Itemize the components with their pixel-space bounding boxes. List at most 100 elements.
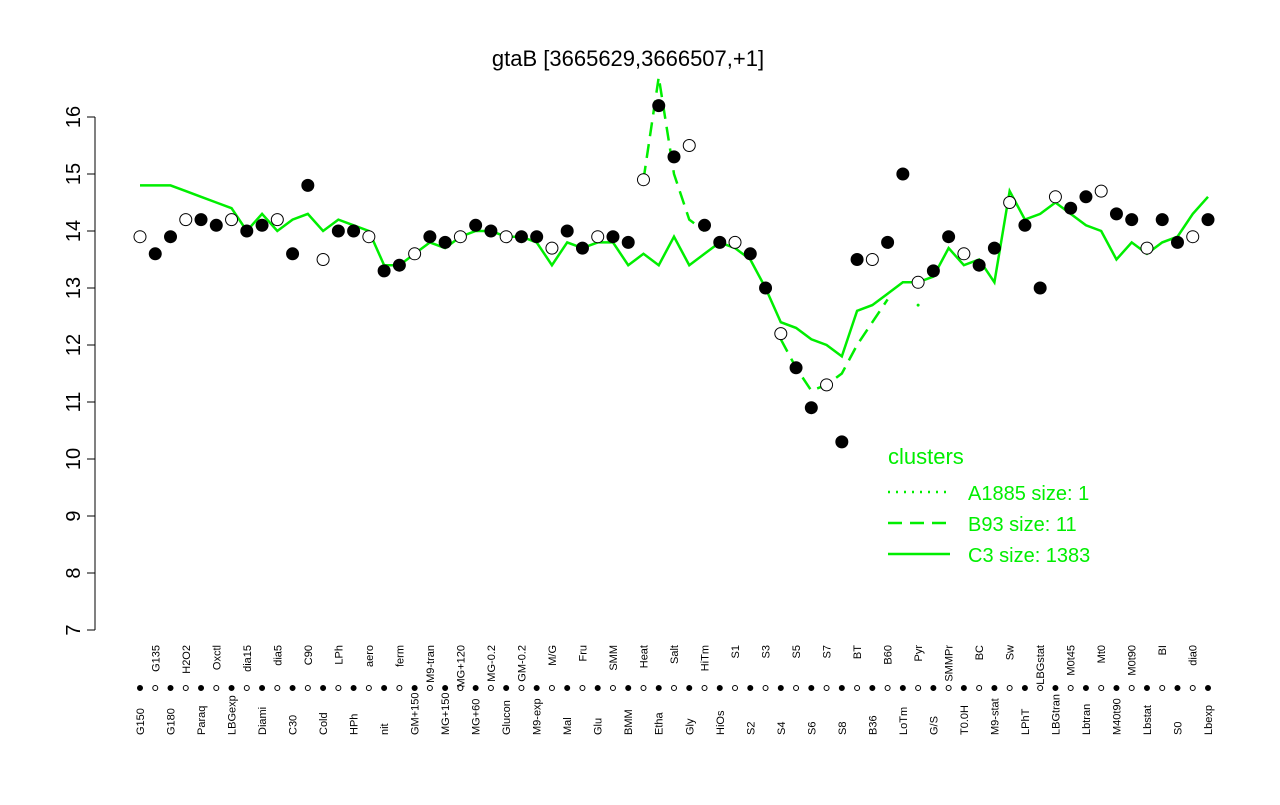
x-tick-label: nit bbox=[379, 723, 391, 735]
tick-dot bbox=[274, 685, 281, 691]
x-tick-label: Gly bbox=[684, 718, 696, 735]
tick-dot bbox=[243, 685, 250, 691]
tick-dot bbox=[869, 685, 876, 691]
x-tick-label: MG+60 bbox=[471, 699, 483, 735]
x-tick-label: LBGtran bbox=[1050, 694, 1062, 735]
chart-title: gtaB [3665629,3666507,+1] bbox=[492, 46, 764, 71]
x-tick-label: Diami bbox=[257, 707, 269, 735]
x-tick-label: GM+150 bbox=[410, 693, 422, 736]
data-point bbox=[606, 230, 620, 244]
tick-dot bbox=[167, 685, 174, 691]
x-tick-label: S2 bbox=[745, 722, 757, 735]
tick-dot bbox=[1113, 685, 1120, 691]
tick-dot bbox=[762, 685, 769, 691]
tick-dot bbox=[533, 685, 540, 691]
data-point bbox=[423, 230, 437, 244]
data-point bbox=[225, 213, 239, 227]
y-tick-label: 8 bbox=[63, 567, 85, 578]
data-point bbox=[392, 258, 406, 272]
tick-dot bbox=[213, 685, 220, 691]
tick-dot bbox=[411, 685, 418, 691]
tick-dot bbox=[579, 685, 586, 691]
x-tick-label: LPhT bbox=[1020, 708, 1032, 735]
data-point bbox=[514, 230, 528, 244]
data-point bbox=[133, 230, 147, 244]
data-point bbox=[1018, 218, 1032, 232]
data-point bbox=[316, 253, 330, 266]
tick-dot bbox=[1067, 685, 1074, 691]
data-point bbox=[926, 264, 940, 278]
data-point bbox=[850, 253, 864, 266]
tick-dot bbox=[808, 685, 815, 691]
tick-dot bbox=[899, 685, 906, 691]
data-point bbox=[240, 224, 254, 238]
tick-dot bbox=[854, 685, 861, 691]
data-point bbox=[896, 167, 910, 181]
x-tick-label: HPh bbox=[349, 714, 361, 735]
tick-dot bbox=[1159, 685, 1166, 691]
data-point bbox=[1125, 213, 1139, 227]
x-tick-label: Pyr bbox=[913, 645, 925, 662]
x-tick-label: M9-exp bbox=[532, 698, 544, 735]
x-tick-label: HiOs bbox=[715, 710, 727, 735]
data-point bbox=[865, 253, 879, 266]
x-tick-label: G150 bbox=[135, 708, 147, 735]
x-tick-label: S7 bbox=[822, 645, 834, 658]
x-tick-label: LBGexp bbox=[227, 695, 239, 735]
data-point bbox=[621, 235, 635, 249]
tick-dot bbox=[365, 685, 372, 691]
tick-dot bbox=[350, 685, 357, 691]
legend-label: B93 size: 11 bbox=[968, 514, 1077, 536]
x-tick-label: S0 bbox=[1172, 722, 1184, 735]
tick-dot bbox=[1037, 685, 1044, 691]
tick-dot bbox=[396, 685, 403, 691]
tick-dot bbox=[655, 685, 662, 691]
x-tick-label: C30 bbox=[288, 715, 300, 735]
tick-dot bbox=[564, 685, 571, 691]
tick-dot bbox=[1021, 685, 1028, 691]
x-tick-label: LoTm bbox=[898, 707, 910, 735]
data-point bbox=[1094, 184, 1108, 198]
x-tick-label: SMMPr bbox=[944, 645, 956, 682]
x-tick-label: Sw bbox=[1005, 645, 1017, 660]
tick-dot bbox=[182, 685, 189, 691]
x-tick-label: dia5 bbox=[272, 645, 284, 666]
data-point bbox=[484, 224, 498, 238]
tick-dot bbox=[518, 685, 525, 691]
tick-dot bbox=[503, 685, 510, 691]
tick-dot bbox=[823, 685, 830, 691]
data-point bbox=[1033, 281, 1047, 295]
data-point bbox=[1155, 213, 1169, 227]
x-tick-label: Cold bbox=[318, 712, 330, 735]
y-tick-label: 13 bbox=[63, 277, 85, 299]
x-tick-label: ferm bbox=[394, 645, 406, 667]
x-tick-label: M40t90 bbox=[1111, 698, 1123, 735]
x-tick-label: G135 bbox=[150, 645, 162, 672]
series-point bbox=[916, 303, 920, 307]
tick-dot bbox=[976, 685, 983, 691]
data-point bbox=[774, 327, 788, 341]
tick-dot bbox=[228, 685, 235, 691]
data-point bbox=[835, 435, 849, 449]
data-point bbox=[209, 218, 223, 232]
x-tick-label: M9-tran bbox=[425, 645, 437, 683]
x-tick-label: S3 bbox=[761, 645, 773, 658]
x-tick-label: G180 bbox=[166, 708, 178, 735]
data-point bbox=[911, 275, 925, 289]
tick-dot bbox=[915, 685, 922, 691]
series-line bbox=[642, 76, 706, 233]
x-tick-label: B60 bbox=[883, 645, 895, 665]
tick-dot bbox=[701, 685, 708, 691]
tick-dot bbox=[1174, 685, 1181, 691]
x-tick-label: G/S bbox=[928, 716, 940, 735]
x-tick-label: T0.0H bbox=[959, 705, 971, 735]
x-tick-label: Salt bbox=[669, 645, 681, 664]
tick-dot bbox=[1052, 685, 1059, 691]
tick-dot bbox=[442, 685, 449, 691]
x-tick-label: S4 bbox=[776, 722, 788, 735]
x-tick-label: BT bbox=[852, 645, 864, 659]
tick-dot bbox=[457, 685, 464, 691]
tick-dot bbox=[1082, 685, 1089, 691]
data-point bbox=[270, 213, 284, 227]
y-tick-label: 10 bbox=[63, 448, 85, 470]
